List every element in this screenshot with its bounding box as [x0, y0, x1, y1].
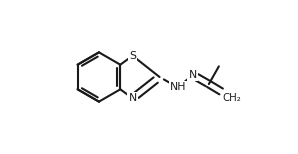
Text: NH: NH: [170, 83, 186, 92]
Text: CH₂: CH₂: [223, 93, 241, 103]
Text: S: S: [129, 51, 136, 61]
Text: N: N: [189, 70, 197, 80]
Text: N: N: [128, 93, 137, 103]
